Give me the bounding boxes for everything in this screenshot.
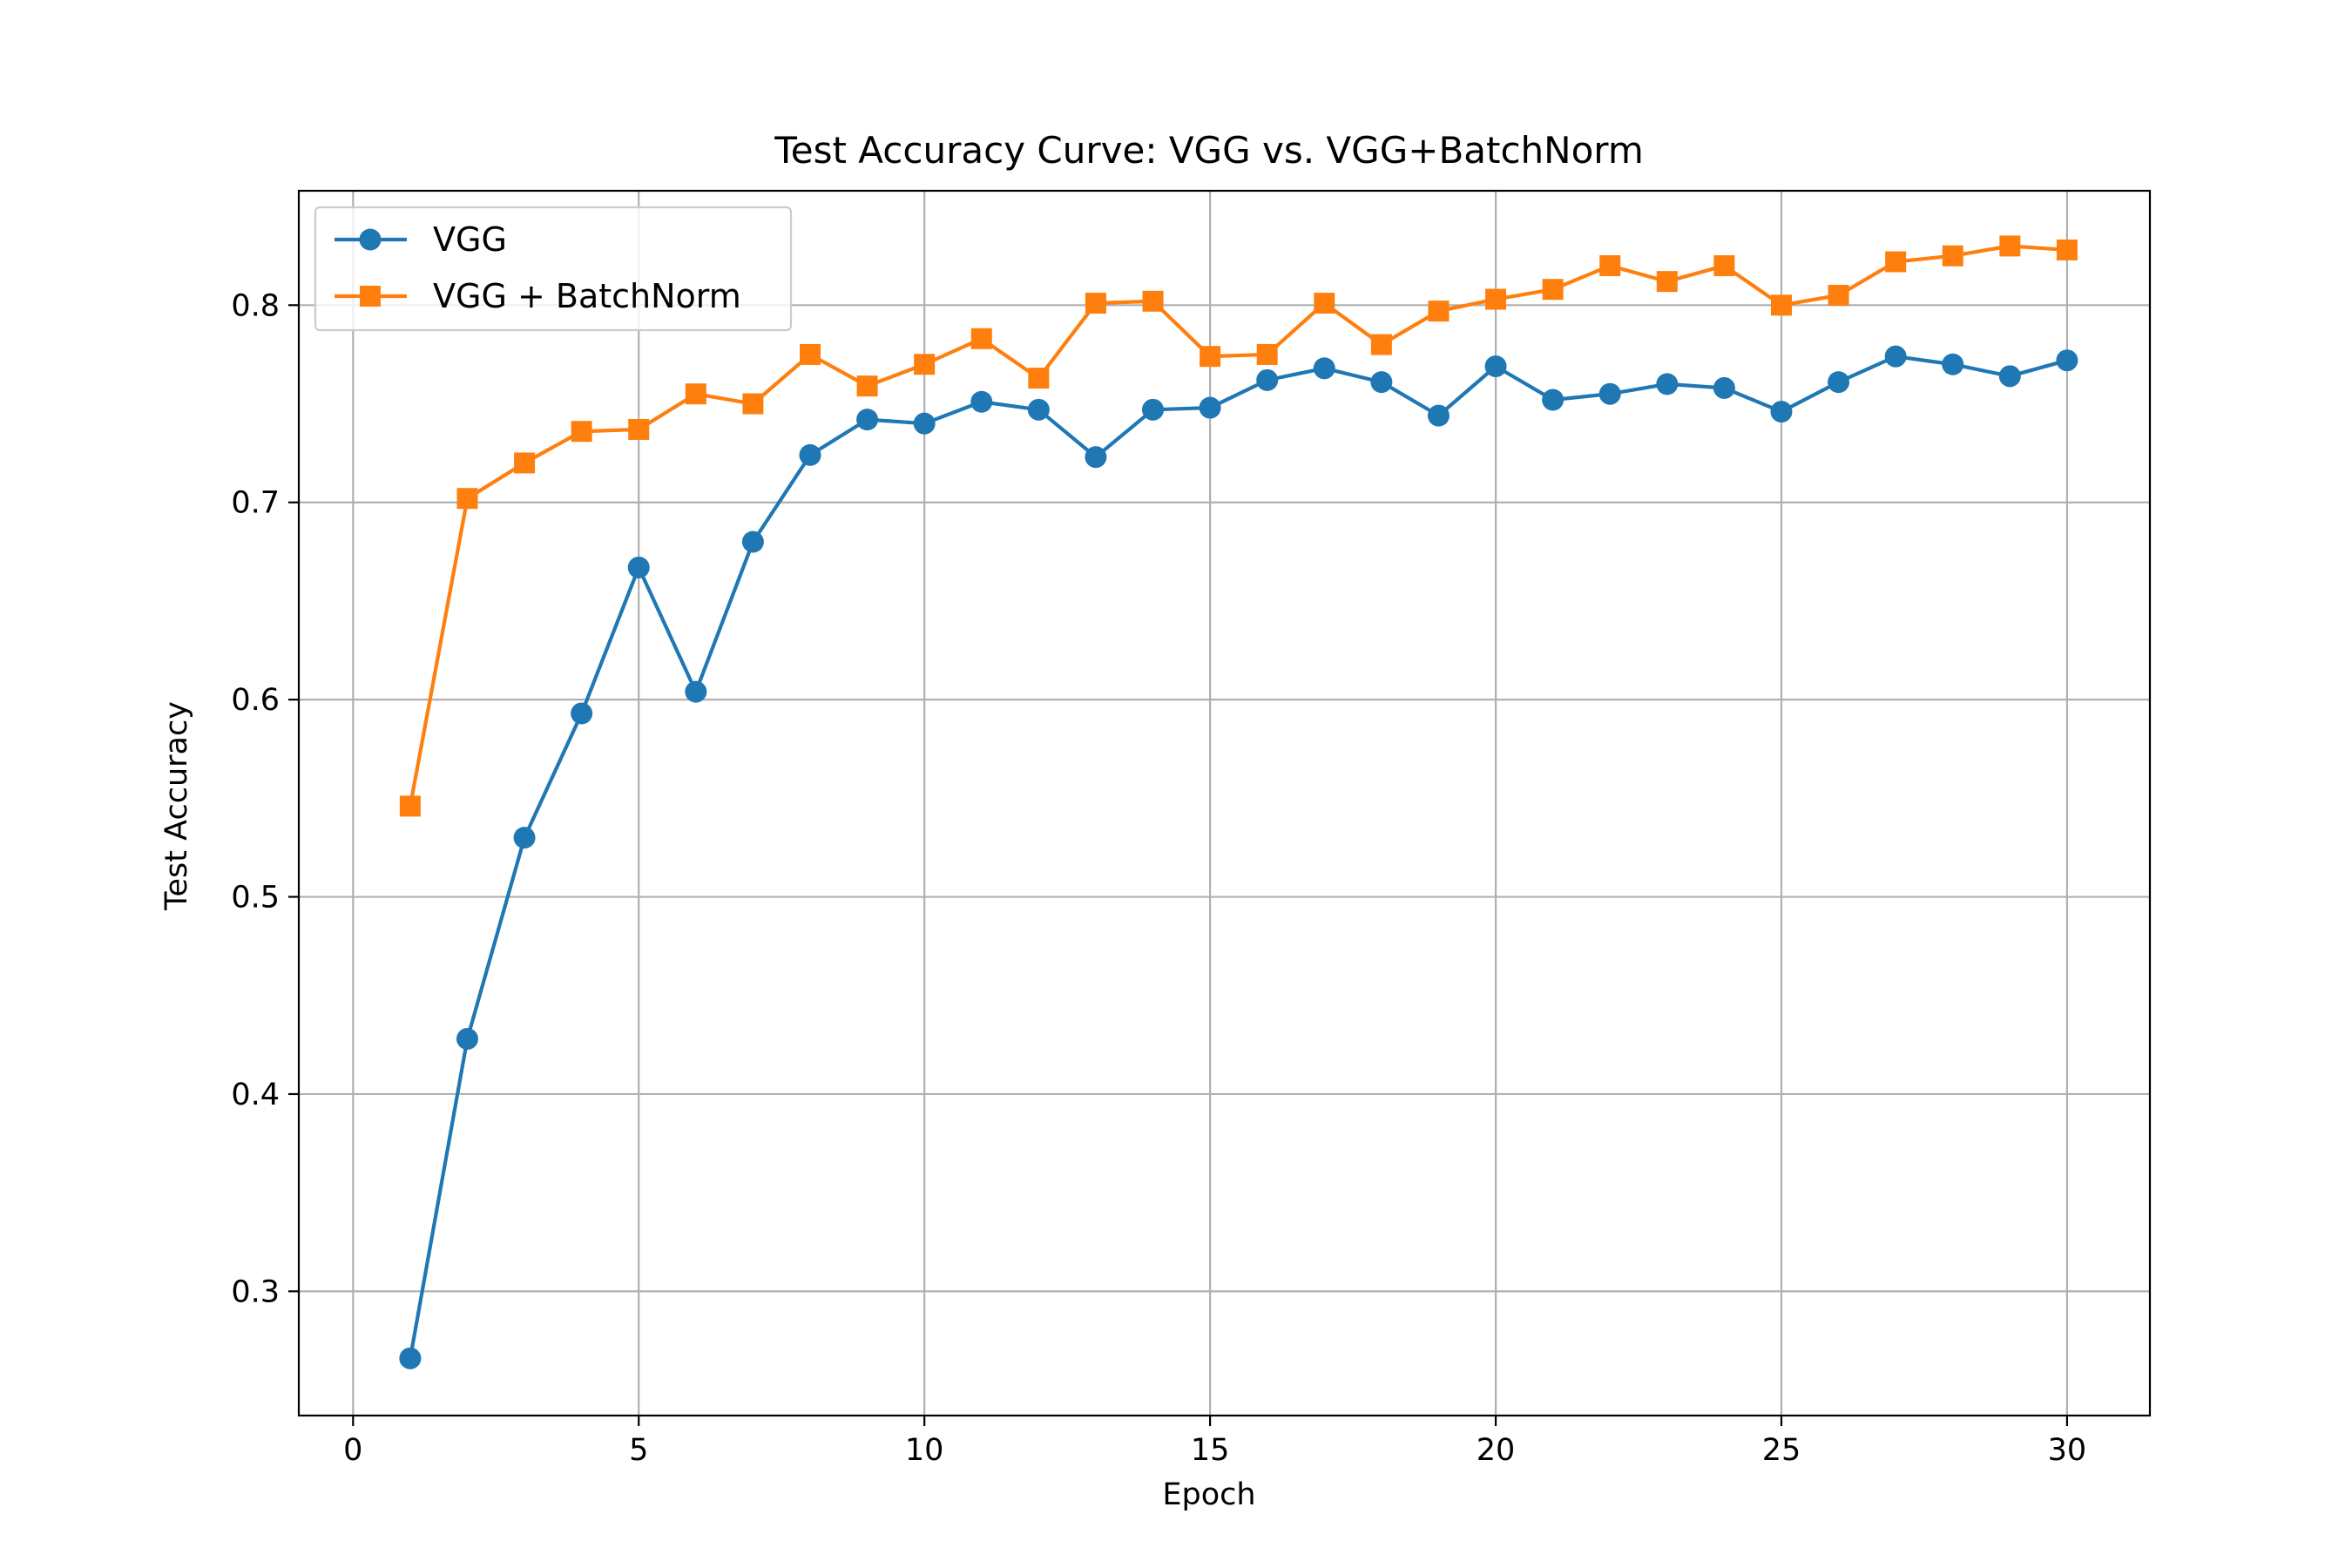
data-point xyxy=(1028,368,1050,389)
data-point xyxy=(571,421,592,443)
data-point xyxy=(1542,389,1565,411)
data-point xyxy=(741,531,764,553)
data-point xyxy=(1314,293,1335,314)
data-point xyxy=(514,452,536,474)
data-point xyxy=(799,343,821,365)
data-point xyxy=(1598,382,1621,405)
data-point xyxy=(1200,346,1221,368)
data-point xyxy=(399,1347,422,1369)
data-point xyxy=(799,443,821,466)
legend-marker xyxy=(359,228,382,251)
data-point xyxy=(1884,345,1907,368)
data-point xyxy=(571,702,593,725)
legend-marker xyxy=(360,286,381,307)
legend: VGG VGG + BatchNorm xyxy=(314,206,793,332)
data-point xyxy=(1085,446,1107,469)
data-point xyxy=(456,488,478,510)
data-point xyxy=(1942,353,1964,375)
data-point xyxy=(1656,271,1678,293)
data-point xyxy=(627,556,650,578)
data-point xyxy=(1713,376,1735,399)
data-point xyxy=(1885,251,1907,273)
data-point xyxy=(1142,290,1164,312)
data-point xyxy=(1428,301,1450,322)
data-point xyxy=(856,409,879,431)
x-tick-label: 15 xyxy=(1191,1433,1230,1468)
plot-series xyxy=(399,235,2078,1369)
plot-area-frame xyxy=(297,189,2152,1417)
data-point xyxy=(2056,349,2078,372)
y-tick-label: 0.5 xyxy=(231,881,280,916)
data-point xyxy=(1770,294,1792,316)
data-point xyxy=(1256,343,1278,365)
data-point xyxy=(1999,235,2021,257)
data-point xyxy=(1713,255,1735,277)
data-point xyxy=(1656,373,1679,395)
legend-item: VGG + BatchNorm xyxy=(335,277,741,315)
data-point xyxy=(685,680,707,703)
data-point xyxy=(1485,288,1507,310)
data-point xyxy=(856,375,878,397)
data-point xyxy=(1942,245,1963,267)
legend-item: VGG xyxy=(335,220,507,259)
y-tick-label: 0.6 xyxy=(231,683,280,718)
x-axis-ticks: 0 5 10 15 20 25 30 xyxy=(343,1416,2086,1468)
y-axis-label: Test Accuracy xyxy=(159,701,194,911)
x-tick-label: 10 xyxy=(905,1433,944,1468)
y-axis-ticks: 0.3 0.4 0.5 0.6 0.7 0.8 xyxy=(231,288,299,1309)
y-tick-label: 0.8 xyxy=(231,288,280,323)
data-point xyxy=(1427,404,1450,427)
data-point xyxy=(456,1028,478,1051)
data-point xyxy=(1542,279,1564,301)
data-point xyxy=(1256,368,1279,391)
data-point xyxy=(1828,284,1849,306)
grid xyxy=(299,191,2150,1416)
data-point xyxy=(628,418,650,440)
data-point xyxy=(1199,396,1221,419)
data-point xyxy=(1313,357,1335,380)
data-point xyxy=(914,354,936,375)
data-point xyxy=(1484,355,1507,378)
data-point xyxy=(970,328,992,349)
data-point xyxy=(1770,401,1793,423)
legend-label: VGG xyxy=(433,220,507,259)
y-tick-label: 0.4 xyxy=(231,1078,280,1112)
series-vgg xyxy=(399,345,2078,1369)
data-point xyxy=(1142,398,1165,421)
x-tick-label: 20 xyxy=(1477,1433,1516,1468)
data-point xyxy=(1027,398,1050,421)
x-tick-label: 5 xyxy=(629,1433,648,1468)
series-vgg-batchnorm xyxy=(399,235,2078,817)
data-point xyxy=(1828,371,1850,394)
x-tick-label: 30 xyxy=(2048,1433,2087,1468)
legend-label: VGG + BatchNorm xyxy=(433,277,741,315)
data-point xyxy=(513,827,536,849)
data-point xyxy=(1599,255,1621,277)
data-point xyxy=(685,383,706,405)
legend-box xyxy=(314,206,793,332)
data-point xyxy=(2056,239,2078,260)
x-tick-label: 0 xyxy=(343,1433,362,1468)
chart-title: Test Accuracy Curve: VGG vs. VGG+BatchNo… xyxy=(774,129,1643,172)
data-point xyxy=(970,390,993,413)
y-tick-label: 0.3 xyxy=(231,1274,280,1309)
data-point xyxy=(1998,365,2021,388)
data-point xyxy=(742,393,764,415)
x-axis-label: Epoch xyxy=(1162,1477,1255,1512)
data-point xyxy=(1370,371,1393,394)
data-point xyxy=(1085,293,1106,314)
data-point xyxy=(1370,334,1392,355)
data-point xyxy=(399,795,421,817)
x-tick-label: 25 xyxy=(1762,1433,1801,1468)
y-tick-label: 0.7 xyxy=(231,486,280,521)
data-point xyxy=(913,412,936,435)
